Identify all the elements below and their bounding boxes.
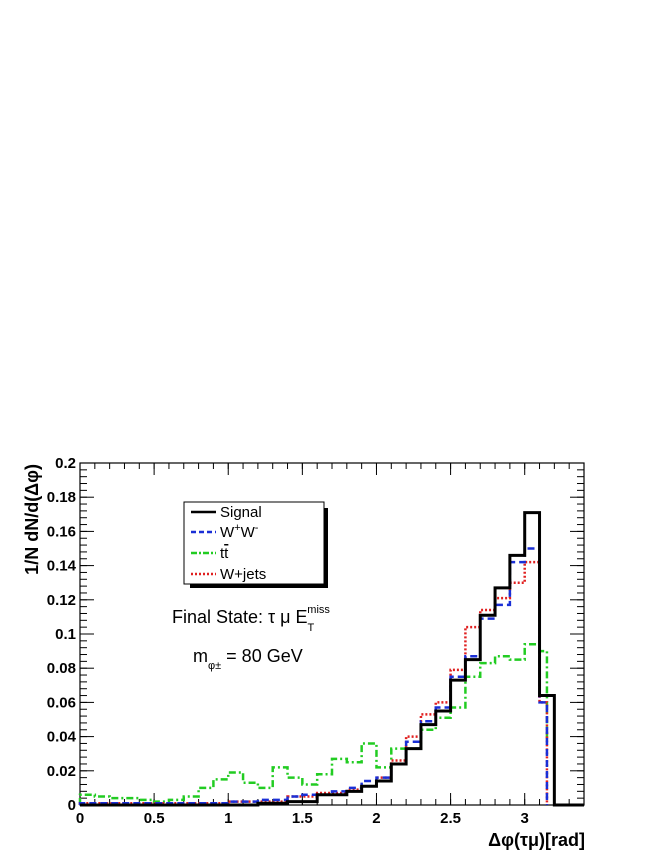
x-axis-title: Δφ(τμ)[rad] [488, 830, 585, 850]
y-tick-label: 0.1 [55, 626, 76, 643]
y-tick-label: 0.14 [47, 558, 77, 575]
legend-label-wjets: W+jets [220, 566, 266, 583]
y-axis-title: 1/N dN/d(Δφ) [22, 464, 42, 575]
y-tick-label: 0.06 [47, 694, 76, 711]
legend-label-ttbar: tt [220, 545, 229, 562]
y-tick-label: 0.16 [47, 523, 76, 540]
legend: Signal W+W- tt W+jets [183, 501, 328, 588]
y-tick-label: 0.18 [47, 489, 76, 506]
final-state-annotation: Final State: τ μ ETmiss [172, 604, 330, 634]
x-tick-label: 3 [521, 810, 529, 827]
y-tick-label: 0.02 [47, 763, 76, 780]
series-w-w--step [78, 547, 549, 805]
legend-label-ww: W+W- [220, 522, 259, 541]
y-tick-label: 0 [68, 797, 76, 814]
x-tick-label: 2 [372, 810, 380, 827]
y-tick-label: 0.08 [47, 660, 76, 677]
y-tick-label: 0.04 [47, 729, 77, 746]
y-tick-label: 0.12 [47, 592, 76, 609]
x-tick-label: 1.5 [292, 810, 313, 827]
x-tick-label: 2.5 [440, 810, 461, 827]
x-tick-label: 1 [224, 810, 232, 827]
legend-box [183, 501, 325, 585]
series-tt--step [78, 643, 549, 805]
mass-annotation: mφ± = 80 GeV [193, 646, 303, 672]
series-w-jets-step [78, 560, 549, 805]
plot-frame [79, 462, 585, 806]
legend-label-signal: Signal [220, 504, 262, 521]
y-tick-label: 0.2 [55, 455, 76, 472]
x-tick-label: 0.5 [144, 810, 165, 827]
x-tick-label: 0 [76, 810, 84, 827]
series-signal-step [80, 511, 584, 807]
